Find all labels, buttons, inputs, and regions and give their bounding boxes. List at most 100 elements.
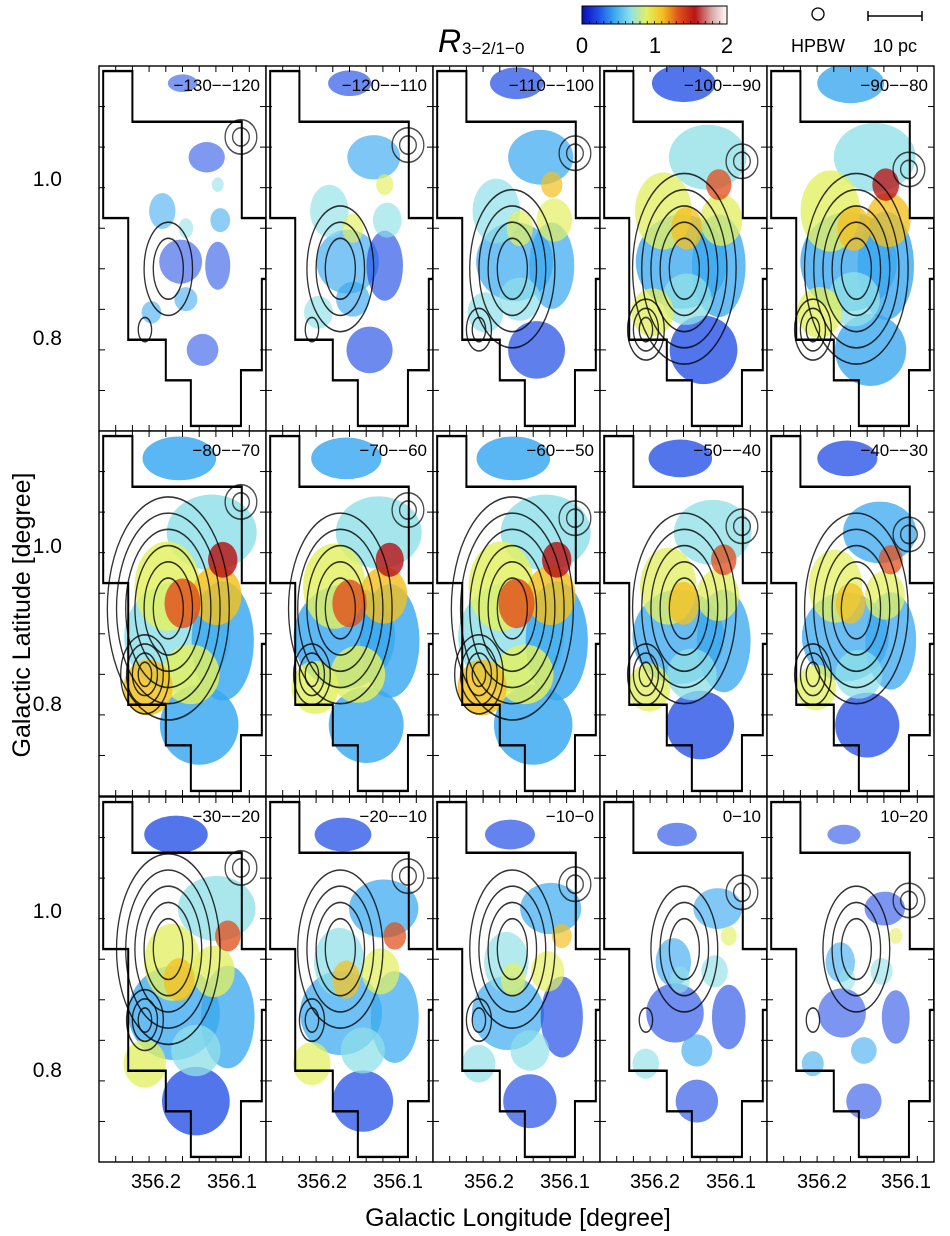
contour-line — [143, 221, 194, 317]
emission-blob — [347, 135, 401, 180]
contour-line — [822, 885, 891, 1013]
velocity-range-label: −20−−10 — [359, 807, 427, 826]
x-tick-label-col5-356.1: 356.1 — [881, 1171, 931, 1193]
contour-line — [631, 172, 737, 365]
emission-blob — [818, 988, 866, 1038]
contour-line — [822, 544, 891, 673]
x-tick-label-col4-356.2: 356.2 — [630, 1171, 680, 1193]
contour-line — [659, 901, 710, 997]
emission-blob — [835, 650, 883, 699]
emission-blob — [839, 968, 856, 991]
emission-blob — [174, 287, 198, 312]
emission-blob — [671, 206, 703, 250]
channel-panel: −30−−20 — [98, 796, 267, 1163]
emission-blob — [551, 923, 572, 949]
panel-image — [600, 431, 767, 796]
colorbar-title-subscript: 3−2/1−0 — [462, 39, 524, 58]
y-tick-label-row3-1.0: 1.0 — [33, 900, 62, 923]
emission-blob — [210, 208, 231, 233]
contour-line — [297, 528, 384, 689]
velocity-range-label: −110−−100 — [509, 76, 594, 95]
emission-blob — [872, 168, 900, 201]
emission-blob — [864, 891, 905, 926]
beam-label: HPBW — [791, 36, 845, 56]
channel-panel: −110−−100 — [432, 65, 601, 432]
emission-blob — [666, 690, 735, 760]
contour-line — [306, 205, 375, 333]
velocity-range-label: −40−−30 — [860, 441, 928, 460]
emission-blob — [328, 70, 372, 97]
emission-blob — [706, 169, 732, 201]
emission-blob — [178, 218, 194, 239]
emission-blob — [835, 692, 900, 758]
emission-blob — [383, 922, 407, 950]
emission-blob — [817, 66, 885, 104]
contour-line — [469, 528, 556, 689]
emission-blob — [376, 174, 394, 196]
channel-panel: −90−−80 — [766, 65, 935, 432]
panel-image — [600, 66, 767, 431]
contour-line — [478, 544, 547, 673]
contour-line — [304, 661, 320, 688]
panel-image — [433, 797, 600, 1162]
channel-panel: −70−−60 — [265, 430, 434, 797]
emission-blob — [889, 927, 903, 944]
emission-blob — [526, 565, 576, 626]
contour-line — [298, 652, 326, 697]
velocity-range-label: −100−−90 — [684, 76, 761, 95]
velocity-range-label: −10−0 — [546, 807, 594, 826]
y-axis-label: Galactic Latitude [degree] — [8, 473, 36, 758]
emission-blob — [878, 545, 903, 575]
emission-blob — [508, 321, 565, 379]
observed-region-outline — [269, 69, 433, 428]
observed-region-outline — [436, 800, 600, 1159]
emission-blob — [142, 436, 217, 481]
emission-blob — [462, 1044, 496, 1083]
emission-blob — [696, 569, 740, 621]
emission-blob — [211, 177, 224, 192]
scale-bar-label: 10 pc — [873, 36, 917, 56]
contour-line — [638, 1007, 654, 1034]
panel-image — [767, 66, 934, 431]
observed-region-outline — [269, 800, 433, 1159]
emission-blob — [361, 948, 400, 995]
x-tick-label-col4-356.1: 356.1 — [706, 1171, 756, 1193]
emission-blob — [292, 1042, 331, 1086]
observed-region-outline — [603, 69, 767, 428]
observed-region-outline — [603, 434, 767, 793]
panel-image — [266, 431, 433, 796]
contour-line — [106, 496, 230, 721]
contour-line — [831, 221, 882, 317]
colorbar-tick-label-2: 2 — [721, 33, 733, 58]
contour-line — [304, 316, 320, 343]
contour-line — [125, 988, 164, 1052]
panel-image — [767, 797, 934, 1162]
contour-line — [143, 901, 194, 997]
contour-line — [496, 917, 529, 981]
velocity-range-label: −30−−20 — [192, 807, 260, 826]
emission-blob — [163, 958, 195, 1001]
emission-blob — [851, 1037, 877, 1064]
contour-line — [813, 528, 900, 689]
emission-blob — [311, 437, 382, 480]
contour-line — [137, 661, 153, 688]
channel-panel: −100−−90 — [599, 65, 768, 432]
emission-blob — [375, 542, 404, 577]
panel-image — [99, 797, 266, 1162]
emission-blob — [530, 951, 565, 992]
contour-line — [638, 661, 654, 688]
emission-blob — [865, 193, 911, 248]
contour-line — [298, 997, 326, 1043]
contour-line — [137, 1007, 153, 1034]
contour-line — [306, 885, 375, 1013]
emission-blob — [536, 198, 573, 242]
observed-region-outline — [269, 434, 433, 793]
emission-blob — [332, 1070, 394, 1132]
emission-blob — [192, 945, 235, 998]
emission-blob — [332, 579, 367, 628]
panel-image — [99, 66, 266, 431]
contour-line — [471, 661, 487, 688]
panel-image — [433, 66, 600, 431]
emission-blob — [510, 1030, 550, 1071]
